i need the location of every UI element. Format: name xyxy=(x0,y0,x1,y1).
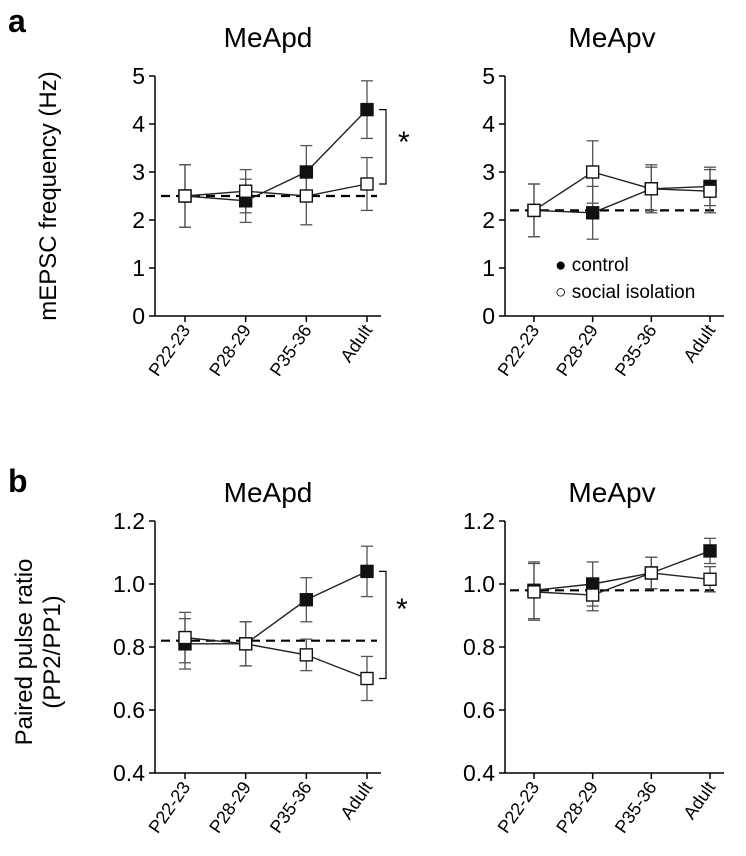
y-axis-label: mEPSC frequency (Hz) xyxy=(35,71,62,320)
y-tick-label: 0.4 xyxy=(113,760,145,786)
series-line-control xyxy=(185,570,368,645)
significance-star: * xyxy=(398,126,410,159)
y-tick-label: 1 xyxy=(482,255,495,281)
y-tick-label: 0.8 xyxy=(113,634,145,660)
control-marker xyxy=(585,577,600,591)
legend: ● control ○ social isolation xyxy=(555,255,695,303)
x-tick-label: P28-29 xyxy=(552,321,602,380)
isolation-marker xyxy=(299,648,314,662)
panel-letter: a xyxy=(8,3,26,39)
control-marker xyxy=(360,564,374,579)
y-axis-label: Paired pulse ratio xyxy=(11,559,38,746)
series-line-social-isolation xyxy=(184,183,368,197)
y-tick-label: 1.0 xyxy=(113,571,145,597)
y-tick-label: 0 xyxy=(132,303,145,329)
isolation-marker xyxy=(178,189,192,203)
isolation-marker xyxy=(238,637,253,651)
y-tick-label: 1.2 xyxy=(463,508,495,534)
y-tick-label: 4 xyxy=(132,111,145,137)
isolation-marker xyxy=(585,588,600,602)
chart-title: MeApd xyxy=(224,22,313,53)
y-tick-label: 1.0 xyxy=(463,571,495,597)
significance-star: * xyxy=(396,593,408,626)
isolation-marker xyxy=(703,572,717,586)
x-tick-label: Adult xyxy=(336,321,376,366)
x-tick-label: P28-29 xyxy=(552,778,602,837)
control-marker xyxy=(703,544,717,558)
y-tick-label: 0.8 xyxy=(463,634,495,660)
y-tick-label: 3 xyxy=(132,159,145,185)
x-tick-label: Adult xyxy=(679,778,719,823)
x-tick-label: P35-36 xyxy=(266,321,316,380)
series-line-social-isolation xyxy=(533,171,711,211)
isolation-marker xyxy=(703,184,717,198)
chart-panel-1: a MeApd 0 1 2 3 4 5 P22-23 P28-29 P35-36 Adult * mEPS… xyxy=(8,3,410,380)
y-tick-label: 1 xyxy=(132,255,145,281)
chart-panel-3: b MeApd 0.4 0.6 0.8 1.0 1.2 P22-23 P28-29 P35-36 A… xyxy=(8,463,408,837)
x-tick-label: Adult xyxy=(336,778,376,823)
y-tick-label: 0.4 xyxy=(463,760,495,786)
x-tick-label: P35-36 xyxy=(611,321,661,380)
control-marker xyxy=(585,206,600,220)
y-tick-label: 5 xyxy=(132,63,145,89)
y-tick-label: 0.6 xyxy=(113,697,145,723)
x-tick-label: P22-23 xyxy=(494,321,544,380)
y-tick-label: 0 xyxy=(482,303,495,329)
series-line-control xyxy=(184,109,368,202)
series-line-social-isolation xyxy=(533,572,711,596)
isolation-marker xyxy=(644,182,659,196)
x-tick-label: P28-29 xyxy=(205,778,255,837)
panel-letter: b xyxy=(8,463,28,499)
series-line-control xyxy=(533,185,711,214)
isolation-marker xyxy=(585,165,600,179)
control-marker xyxy=(299,165,314,179)
isolation-marker xyxy=(238,184,253,198)
isolation-marker xyxy=(527,203,541,218)
x-tick-label: P28-29 xyxy=(205,321,255,380)
chart-title: MeApv xyxy=(568,477,655,508)
y-tick-label: 1.2 xyxy=(113,508,145,534)
y-tick-label: 2 xyxy=(132,207,145,233)
chart-title: MeApd xyxy=(224,477,313,508)
control-marker xyxy=(360,102,374,117)
x-tick-label: P35-36 xyxy=(611,778,661,837)
isolation-marker xyxy=(360,177,374,191)
y-tick-label: 4 xyxy=(482,111,495,137)
x-tick-label: P22-23 xyxy=(145,778,195,837)
y-axis-label-line2: (PP2/PP1) xyxy=(39,595,66,708)
series-line-control xyxy=(533,550,711,591)
series-line-social-isolation xyxy=(184,636,368,680)
y-tick-label: 2 xyxy=(482,207,495,233)
chart-title: MeApv xyxy=(568,22,655,53)
x-tick-label: P22-23 xyxy=(494,778,544,837)
isolation-marker xyxy=(360,671,374,686)
chart-panel-4: MeApv 0.4 0.6 0.8 1.0 1.2 P22-23 P28-29 P35-36 Ad… xyxy=(463,477,724,837)
y-tick-label: 0.6 xyxy=(463,697,495,723)
significance-bracket xyxy=(379,570,387,680)
legend-entry: ● control xyxy=(555,255,629,276)
x-tick-label: P22-23 xyxy=(145,321,195,380)
y-tick-label: 3 xyxy=(482,159,495,185)
control-marker xyxy=(299,593,314,607)
isolation-marker xyxy=(644,566,659,580)
isolation-marker xyxy=(527,585,541,599)
isolation-marker xyxy=(178,630,192,645)
chart-panel-2: MeApv 0 1 2 3 4 5 P22-23 P28-29 P35-36 Adult ● cont… xyxy=(482,22,724,380)
significance-bracket xyxy=(379,108,387,185)
y-tick-label: 5 xyxy=(482,63,495,89)
isolation-marker xyxy=(299,189,314,203)
x-tick-label: P35-36 xyxy=(266,778,316,837)
legend-entry: ○ social isolation xyxy=(555,282,695,303)
x-tick-label: Adult xyxy=(679,321,719,366)
